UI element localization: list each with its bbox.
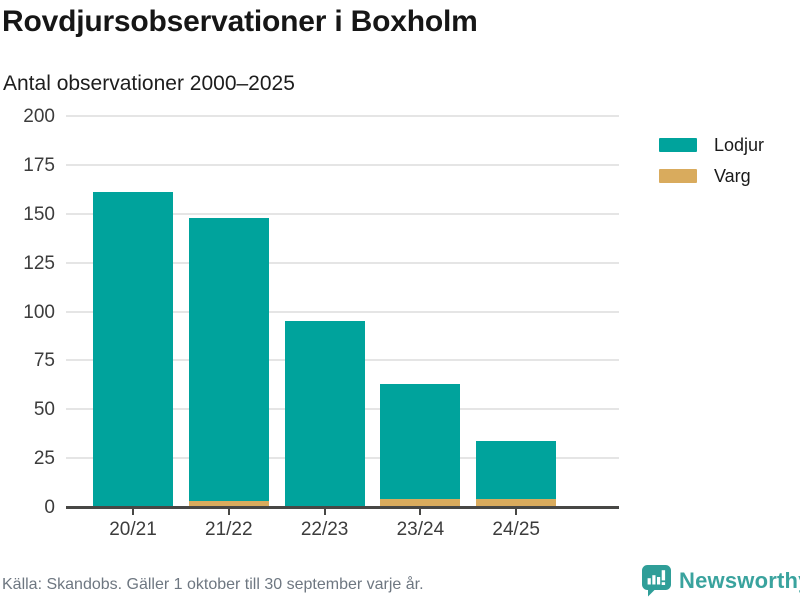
x-axis-tick	[132, 509, 134, 515]
x-axis-tick-label: 22/23	[300, 519, 349, 540]
x-axis-tick	[227, 509, 230, 515]
y-axis-tick-label: 100	[23, 301, 55, 323]
gridline-y-175	[66, 163, 619, 166]
gridline-y-125	[66, 261, 619, 264]
x-axis-tick-label: 21/22	[205, 519, 253, 540]
newsworthy-logo-icon	[642, 565, 671, 597]
x-axis-tick	[419, 509, 422, 515]
legend-swatch-lodjur	[659, 138, 697, 152]
legend-label-varg: Varg	[714, 166, 751, 186]
bar-lodjur-24/25	[476, 440, 557, 500]
x-axis-tick-label: 24/25	[492, 519, 540, 540]
x-axis-tick-label: 23/24	[396, 519, 445, 540]
y-axis-tick-label: 25	[33, 448, 55, 470]
y-axis-tick-label: 0	[44, 497, 55, 518]
chart-title: Rovdjursobservationer i Boxholm	[2, 5, 478, 38]
source-note: Källa: Skandobs. Gäller 1 oktober till 3…	[2, 576, 424, 593]
y-axis-tick-label: 200	[23, 106, 55, 127]
newsworthy-brand: Newsworthy	[641, 564, 800, 597]
bar-lodjur-20/21	[93, 192, 173, 507]
legend-item-lodjur: Lodjur	[659, 136, 764, 154]
x-axis-tick	[515, 509, 518, 515]
bar-lodjur-21/22	[188, 217, 269, 502]
bar-lodjur-23/24	[380, 383, 461, 500]
y-axis-tick-label: 125	[23, 252, 55, 274]
legend-label-lodjur: Lodjur	[714, 135, 765, 155]
legend-item-varg: Varg	[659, 167, 764, 185]
bar-varg-23/24	[380, 499, 461, 507]
y-axis-tick-label: 75	[33, 350, 55, 372]
x-axis-tick	[323, 509, 326, 515]
y-axis-tick-label: 50	[33, 399, 55, 421]
x-axis-line	[66, 505, 619, 509]
newsworthy-wordmark: Newsworthy	[679, 567, 800, 593]
bar-varg-21/22	[188, 501, 269, 507]
bar-lodjur-22/23	[284, 321, 365, 507]
gridline-y-200	[66, 115, 619, 117]
y-axis-tick-label: 150	[23, 203, 55, 225]
x-axis-tick-label: 20/21	[109, 519, 157, 540]
bar-varg-24/25	[476, 499, 557, 507]
gridline-y-100	[66, 310, 619, 313]
legend-swatch-varg	[659, 169, 697, 183]
chart-subtitle: Antal observationer 2000–2025	[3, 72, 295, 95]
y-axis-tick-label: 175	[23, 154, 55, 176]
legend: Lodjur Varg	[659, 136, 764, 198]
gridline-y-150	[66, 212, 619, 215]
